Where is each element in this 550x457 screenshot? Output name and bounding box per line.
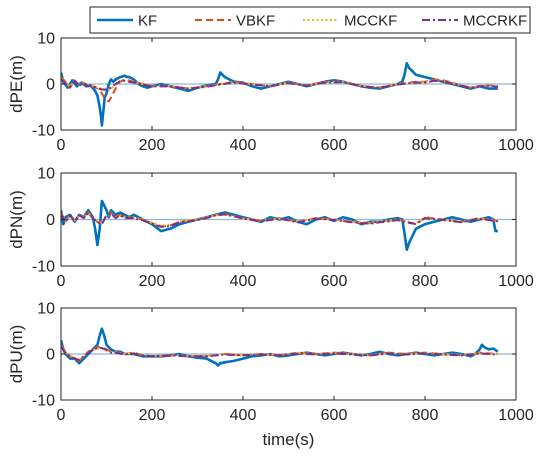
y-axis-label: dPN(m) <box>7 190 26 249</box>
y-tick-label: 0 <box>46 347 55 364</box>
x-tick-label: 400 <box>230 273 257 290</box>
series-line-kf <box>61 199 498 251</box>
series-group <box>61 327 499 367</box>
x-axis-label: time(s) <box>263 430 315 449</box>
series-line-kf <box>61 61 498 127</box>
x-tick-label: 200 <box>139 273 166 290</box>
x-tick-label: 200 <box>139 407 166 424</box>
y-tick-label: 0 <box>46 212 55 229</box>
legend: KF VBKF MCCKF MCCRKF <box>89 6 531 34</box>
y-tick-label: -10 <box>32 393 55 410</box>
y-tick-label: 10 <box>37 166 55 183</box>
x-tick-label: 600 <box>321 407 348 424</box>
y-axis-label: dPE(m) <box>7 55 26 113</box>
y-tick-label: -10 <box>32 259 55 276</box>
legend-label-kf: KF <box>138 13 157 30</box>
x-tick-label: 600 <box>321 137 348 154</box>
x-tick-label: 1000 <box>498 273 534 290</box>
x-tick-label: 200 <box>139 137 166 154</box>
x-tick-label: 1000 <box>498 407 534 424</box>
x-tick-label: 0 <box>57 407 66 424</box>
series-group <box>61 61 498 127</box>
y-axis-label: dPU(m) <box>7 325 26 384</box>
legend-label-mcckf: MCCKF <box>344 13 397 30</box>
x-tick-label: 0 <box>57 137 66 154</box>
series-line-mccrkf <box>61 346 498 361</box>
series-line-mccrkf <box>61 212 498 228</box>
y-tick-label: 10 <box>37 301 55 318</box>
x-tick-label: 800 <box>412 137 439 154</box>
y-tick-label: 0 <box>46 77 55 94</box>
x-tick-label: 600 <box>321 273 348 290</box>
x-tick-label: 0 <box>57 273 66 290</box>
series-line-mccrkf <box>61 78 498 91</box>
series-group <box>61 199 498 251</box>
x-tick-label: 800 <box>412 273 439 290</box>
y-tick-label: 10 <box>37 31 55 48</box>
series-line-vbkf <box>61 211 498 228</box>
x-tick-label: 400 <box>230 137 257 154</box>
y-tick-label: -10 <box>32 123 55 140</box>
legend-label-mccrkf: MCCRKF <box>463 13 527 30</box>
x-tick-label: 800 <box>412 407 439 424</box>
x-tick-label: 1000 <box>498 137 534 154</box>
legend-label-vbkf: VBKF <box>236 13 275 30</box>
x-tick-label: 400 <box>230 407 257 424</box>
